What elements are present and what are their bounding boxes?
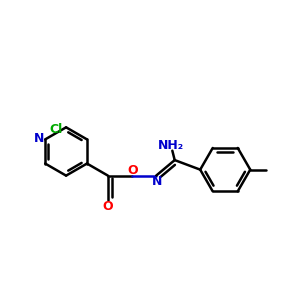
Text: O: O xyxy=(127,164,138,177)
Text: N: N xyxy=(34,132,44,145)
Text: N: N xyxy=(152,175,162,188)
Text: O: O xyxy=(103,200,113,213)
Text: NH₂: NH₂ xyxy=(158,140,184,152)
Text: Cl: Cl xyxy=(49,123,62,136)
